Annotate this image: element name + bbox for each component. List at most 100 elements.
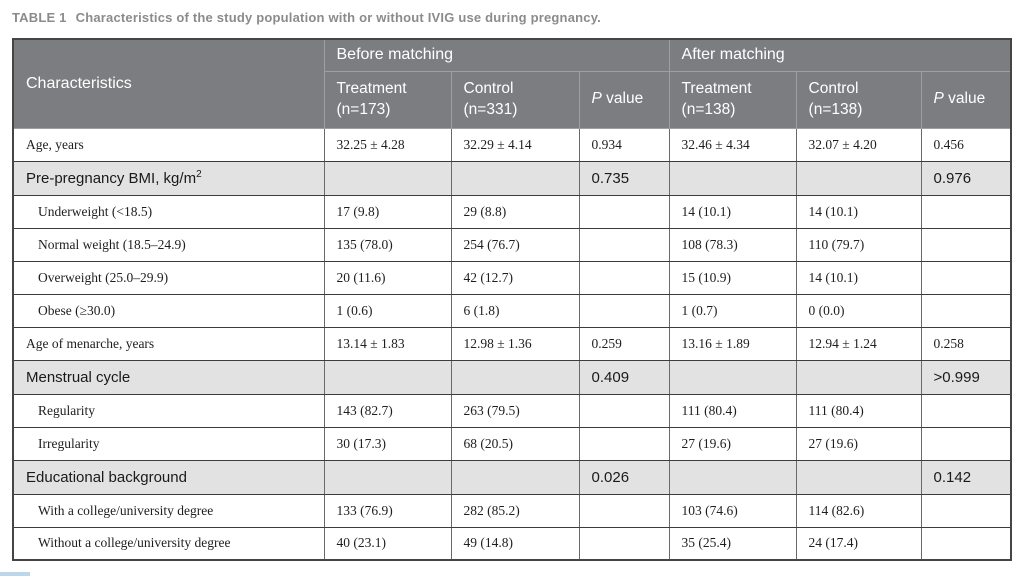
table-row: With a college/university degree 133 (76.… — [12, 493, 1012, 528]
cell: 14 (10.1) — [795, 194, 922, 229]
cell: 0.142 — [920, 459, 1012, 495]
after-pvalue-header: P value — [920, 70, 1012, 129]
table-caption-text: Characteristics of the study population … — [75, 10, 601, 25]
cell: 40 (23.1) — [323, 526, 452, 561]
after-control-header: Control (n=138) — [795, 70, 922, 129]
cell: 110 (79.7) — [795, 227, 922, 262]
column-group-after-matching: After matching — [668, 38, 1012, 72]
cell — [450, 160, 580, 196]
table-row: Age, years 32.25 ± 4.28 32.29 ± 4.14 0.934 3… — [12, 127, 1012, 162]
cell: 143 (82.7) — [323, 393, 452, 428]
table-caption-number: TABLE 1 — [12, 10, 67, 25]
cell: 32.46 ± 4.34 — [668, 127, 797, 162]
cell: 13.14 ± 1.83 — [323, 326, 452, 361]
table-row: Underweight (<18.5) 17 (9.8) 29 (8.8) 14 (1… — [12, 194, 1012, 229]
cell: 114 (82.6) — [795, 493, 922, 528]
after-treatment-header: Treatment (n=138) — [668, 70, 797, 129]
row-label: Underweight (<18.5) — [12, 194, 325, 229]
cell — [578, 526, 670, 561]
cell: 1 (0.7) — [668, 293, 797, 328]
cell — [920, 493, 1012, 528]
cell — [578, 293, 670, 328]
cell — [578, 194, 670, 229]
cell — [795, 459, 922, 495]
table-row: Irregularity 30 (17.3) 68 (20.5) 27 (19.6) 2… — [12, 426, 1012, 461]
cell: 14 (10.1) — [668, 194, 797, 229]
cell — [450, 459, 580, 495]
cell: 27 (19.6) — [668, 426, 797, 461]
row-label: Pre-pregnancy BMI, kg/m2 — [12, 160, 325, 196]
characteristics-table: Characteristics Before matching After ma… — [12, 38, 1013, 561]
cell — [323, 459, 452, 495]
before-pvalue-header: P value — [578, 70, 670, 129]
cell: 20 (11.6) — [323, 260, 452, 295]
pvalue-italic-letter: P — [591, 90, 602, 108]
row-label: Irregularity — [12, 426, 325, 461]
row-label: Age of menarche, years — [12, 326, 325, 361]
cell — [920, 526, 1012, 561]
cell — [450, 359, 580, 395]
before-control-header: Control (n=331) — [450, 70, 580, 129]
cell: 12.98 ± 1.36 — [450, 326, 580, 361]
cell: 133 (76.9) — [323, 493, 452, 528]
cell — [920, 260, 1012, 295]
cell: 32.07 ± 4.20 — [795, 127, 922, 162]
cell: 0.976 — [920, 160, 1012, 196]
table-row: Regularity 143 (82.7) 263 (79.5) 111 (80.4)… — [12, 393, 1012, 428]
row-label: Overweight (25.0–29.9) — [12, 260, 325, 295]
cell: 24 (17.4) — [795, 526, 922, 561]
cell: 6 (1.8) — [450, 293, 580, 328]
cell: 0.735 — [578, 160, 670, 196]
section-row: Menstrual cycle 0.409 >0.999 — [12, 359, 1012, 395]
cell: 17 (9.8) — [323, 194, 452, 229]
cell — [920, 393, 1012, 428]
cell — [920, 293, 1012, 328]
row-label: Without a college/university degree — [12, 526, 325, 561]
table-header: Characteristics Before matching After ma… — [12, 38, 1012, 129]
cell: 254 (76.7) — [450, 227, 580, 262]
row-label: Educational background — [12, 459, 325, 495]
cell: 15 (10.9) — [668, 260, 797, 295]
row-label: Regularity — [12, 393, 325, 428]
cell: 0 (0.0) — [795, 293, 922, 328]
cell: 0.258 — [920, 326, 1012, 361]
cell: 42 (12.7) — [450, 260, 580, 295]
group-header-row: Characteristics Before matching After ma… — [12, 38, 1012, 129]
cell — [668, 160, 797, 196]
cell: 111 (80.4) — [795, 393, 922, 428]
cell — [323, 160, 452, 196]
cell: 32.29 ± 4.14 — [450, 127, 580, 162]
scrollbar-fragment — [0, 572, 30, 576]
cell — [323, 359, 452, 395]
cell — [795, 160, 922, 196]
table-row: Without a college/university degree 40 (2… — [12, 526, 1012, 561]
cell: 30 (17.3) — [323, 426, 452, 461]
cell: 0.259 — [578, 326, 670, 361]
cell — [920, 194, 1012, 229]
cell — [920, 426, 1012, 461]
cell: >0.999 — [920, 359, 1012, 395]
cell — [578, 493, 670, 528]
cell — [920, 227, 1012, 262]
cell: 29 (8.8) — [450, 194, 580, 229]
cell: 135 (78.0) — [323, 227, 452, 262]
row-label: Menstrual cycle — [12, 359, 325, 395]
cell — [578, 426, 670, 461]
cell — [578, 260, 670, 295]
table-row: Obese (≥30.0) 1 (0.6) 6 (1.8) 1 (0.7) 0 (0.0… — [12, 293, 1012, 328]
cell — [795, 359, 922, 395]
cell: 35 (25.4) — [668, 526, 797, 561]
subheader-row: Treatment (n=173) Control (n=331) P value T… — [13, 70, 1012, 129]
section-row: Educational background 0.026 0.142 — [12, 459, 1012, 495]
cell: 263 (79.5) — [450, 393, 580, 428]
cell — [578, 227, 670, 262]
table-body: Age, years 32.25 ± 4.28 32.29 ± 4.14 0.934 3… — [12, 127, 1012, 561]
cell: 32.25 ± 4.28 — [323, 127, 452, 162]
table-row: Normal weight (18.5–24.9) 135 (78.0) 254 (… — [12, 227, 1012, 262]
cell: 111 (80.4) — [668, 393, 797, 428]
cell: 0.409 — [578, 359, 670, 395]
cell: 282 (85.2) — [450, 493, 580, 528]
row-label: Normal weight (18.5–24.9) — [12, 227, 325, 262]
cell — [668, 359, 797, 395]
cell: 13.16 ± 1.89 — [668, 326, 797, 361]
